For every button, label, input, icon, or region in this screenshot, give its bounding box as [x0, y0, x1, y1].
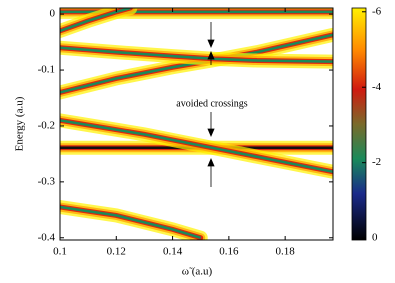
y-tick-label: 0: [50, 8, 56, 20]
colorbar-tick-label: -6: [372, 5, 382, 17]
band-line: [60, 119, 333, 174]
x-tick-label: 0.1: [53, 246, 67, 258]
colorbar: [351, 7, 367, 241]
y-tick-label: -0.2: [38, 119, 55, 131]
y-tick-label: -0.3: [38, 175, 56, 187]
colorbar-tick-label: -2: [372, 156, 381, 168]
colorbar-tick-label: 0: [372, 232, 378, 244]
x-tick-label: 0.16: [219, 246, 239, 258]
arrows: [207, 22, 215, 187]
annotation: avoided crossings: [176, 98, 247, 109]
bands: [60, 8, 333, 240]
x-tick-label: 0.14: [163, 246, 183, 258]
y-tick-label: -0.4: [38, 231, 56, 243]
annotation-bg: [165, 96, 260, 111]
band-line: [60, 205, 202, 239]
x-axis-label: ω̃ (a.u): [182, 266, 213, 278]
band-line: [60, 46, 333, 63]
x-tick-label: 0.12: [107, 246, 126, 258]
y-axis-label: Energy (a.u): [14, 96, 26, 151]
y-tick-label: -0.1: [38, 64, 55, 76]
colorbar-tick-label: -4: [372, 81, 382, 93]
band-line: [60, 8, 131, 33]
plot-frame: [59, 7, 334, 241]
x-tick-label: 0.18: [276, 246, 296, 258]
